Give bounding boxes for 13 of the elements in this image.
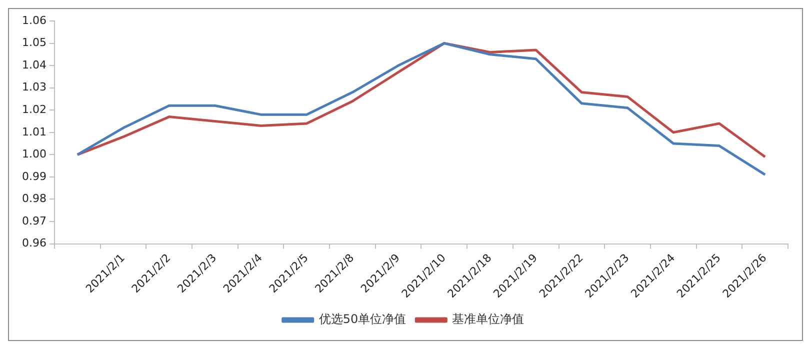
y-tick-label: 1.03 xyxy=(22,80,46,94)
y-tick-label: 0.97 xyxy=(22,214,46,228)
y-tick-label: 0.99 xyxy=(22,170,46,183)
legend-label: 优选50单位净值 xyxy=(318,312,406,326)
y-tick-label: 0.96 xyxy=(22,236,46,250)
y-tick-label: 1.02 xyxy=(22,102,46,116)
y-tick-label: 1.01 xyxy=(22,125,46,138)
legend-label: 基准单位净值 xyxy=(452,312,524,326)
y-tick-label: 1.00 xyxy=(22,148,46,161)
y-tick-label: 1.04 xyxy=(22,58,46,72)
y-tick-label: 1.06 xyxy=(22,14,46,27)
y-tick-label: 1.05 xyxy=(22,36,46,50)
y-tick-label: 0.98 xyxy=(22,192,46,206)
